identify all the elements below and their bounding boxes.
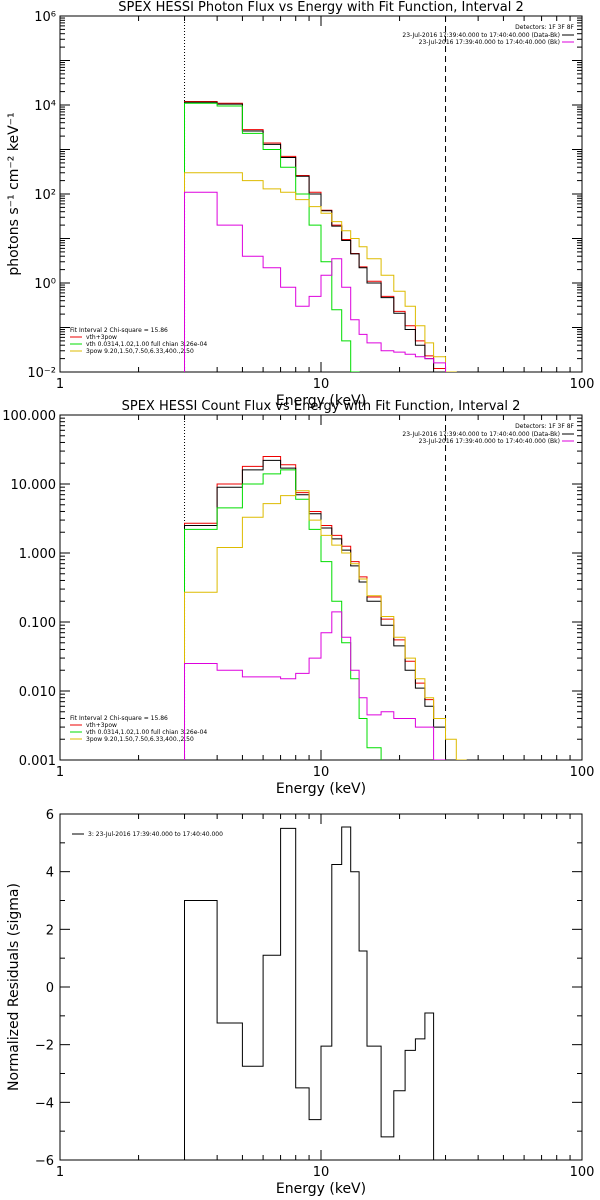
legend-entry-label: vth 0.0314,1.02,1.00 full chian 3.26e-04 bbox=[86, 341, 207, 348]
x-axis-label: Energy (keV) bbox=[276, 781, 366, 797]
series-line-data-bk bbox=[184, 459, 446, 760]
y-tick-label: 0.001 bbox=[19, 754, 56, 769]
x-tick-label: 100 bbox=[570, 765, 595, 780]
x-tick-label: 10 bbox=[313, 377, 330, 392]
y-tick-label: −6 bbox=[35, 1154, 54, 1169]
series-line-3pow bbox=[184, 172, 457, 372]
y-tick-label: 10⁻² bbox=[27, 366, 56, 381]
y-tick-label: 2 bbox=[46, 923, 54, 938]
y-axis-label: photons s⁻¹ cm⁻² keV⁻¹ bbox=[6, 112, 22, 275]
chart-title: SPEX HESSI Count Flux vs Energy with Fit… bbox=[122, 399, 521, 414]
legend-entry-label: 3pow 9.20,1.50,7.50,6.33,400.,2.50 bbox=[86, 348, 194, 355]
y-tick-label: 10⁰ bbox=[34, 277, 56, 292]
legend-entry-label: vth+3pow bbox=[86, 722, 117, 729]
legend-entry-label: 23-Jul-2016 17:39:40.000 to 17:40:40.000… bbox=[419, 39, 560, 46]
chart-title: SPEX HESSI Photon Flux vs Energy with Fi… bbox=[118, 0, 524, 15]
y-axis-ticks bbox=[60, 813, 582, 1161]
x-axis-ticks bbox=[59, 415, 571, 760]
y-axis-label: Normalized Residuals (sigma) bbox=[6, 883, 22, 1091]
y-tick-label: 10⁶ bbox=[34, 10, 56, 25]
plot-frame bbox=[59, 414, 583, 761]
chart-panel-1: SPEX HESSI Photon Flux vs Energy with Fi… bbox=[6, 0, 595, 409]
x-axis-ticks bbox=[59, 814, 571, 1160]
y-tick-label: 6 bbox=[46, 808, 54, 823]
x-tick-label: 100 bbox=[570, 1165, 595, 1180]
y-axis-ticks bbox=[60, 15, 582, 373]
legend-entry-label: 23-Jul-2016 17:39:40.000 to 17:40:40.000… bbox=[402, 32, 560, 39]
series-group bbox=[184, 826, 435, 1160]
legend-header: Detectors: 1F 3F 8F bbox=[515, 423, 574, 430]
legend-header: Fit Interval 2 Chi-square = 15.86 bbox=[70, 715, 168, 722]
chart-panel-2: SPEX HESSI Count Flux vs Energy with Fit… bbox=[2, 399, 595, 797]
y-tick-label: 0.010 bbox=[19, 685, 56, 700]
y-tick-label: 0.100 bbox=[19, 616, 56, 631]
x-tick-label: 1 bbox=[56, 1165, 64, 1180]
legend-entry-label: 23-Jul-2016 17:39:40.000 to 17:40:40.000… bbox=[419, 438, 560, 445]
series-line-3pow bbox=[184, 490, 467, 760]
y-tick-label: 10⁴ bbox=[34, 99, 56, 114]
x-axis-label: Energy (keV) bbox=[276, 393, 366, 409]
series-line-bk bbox=[184, 191, 446, 372]
chart-panel-3: 1 10 100 Energy (keV) −6 −4 −2 0 2 4 6 Normalized R… bbox=[6, 808, 594, 1197]
legend-top-left: 3: 23-Jul-2016 17:39:40.000 to 17:40:40.… bbox=[72, 831, 223, 838]
series-line-bk bbox=[184, 611, 446, 760]
series-group bbox=[184, 456, 467, 760]
legend-bottom-left: Fit Interval 2 Chi-square = 15.86vth+3po… bbox=[70, 327, 207, 355]
legend-entry-label: vth+3pow bbox=[86, 334, 117, 341]
x-tick-label: 1 bbox=[56, 377, 64, 392]
y-tick-label: 1.000 bbox=[19, 547, 56, 562]
y-tick-label: 0 bbox=[46, 981, 54, 996]
y-tick-label: 10² bbox=[34, 188, 56, 203]
x-axis-label: Energy (keV) bbox=[276, 1181, 366, 1197]
legend-header: Fit Interval 2 Chi-square = 15.86 bbox=[70, 327, 168, 334]
legend-bottom-left: Fit Interval 2 Chi-square = 15.86vth+3po… bbox=[70, 715, 207, 743]
x-tick-label: 1 bbox=[56, 765, 64, 780]
series-line-data-bk bbox=[184, 101, 435, 372]
legend-entry-label: 3pow 9.20,1.50,7.50,6.33,400.,2.50 bbox=[86, 736, 194, 743]
legend-header: Detectors: 1F 3F 8F bbox=[515, 24, 574, 31]
series-group bbox=[184, 101, 457, 372]
x-tick-label: 100 bbox=[570, 377, 595, 392]
y-tick-label: 10.000 bbox=[11, 478, 57, 493]
series-line-vth bbox=[184, 102, 360, 372]
y-tick-label: −4 bbox=[35, 1096, 54, 1111]
series-line-vth bbox=[184, 469, 382, 760]
y-tick-label: 4 bbox=[46, 866, 54, 881]
x-tick-label: 10 bbox=[313, 1165, 330, 1180]
series-line-vth-3pow bbox=[184, 101, 446, 372]
y-axis-ticks bbox=[60, 414, 582, 761]
x-tick-label: 10 bbox=[313, 765, 330, 780]
series-line-3-23-jul-2016-17-39-40-000-to-17-40-40-000 bbox=[184, 826, 435, 1160]
y-tick-label: 100.000 bbox=[2, 409, 56, 424]
legend-entry-label: 3: 23-Jul-2016 17:39:40.000 to 17:40:40.… bbox=[88, 831, 223, 838]
legend-entry-label: vth 0.0314,1.02,1.00 full chian 3.26e-04 bbox=[86, 729, 207, 736]
legend-entry-label: 23-Jul-2016 17:39:40.000 to 17:40:40.000… bbox=[402, 431, 560, 438]
y-tick-label: −2 bbox=[35, 1039, 54, 1054]
